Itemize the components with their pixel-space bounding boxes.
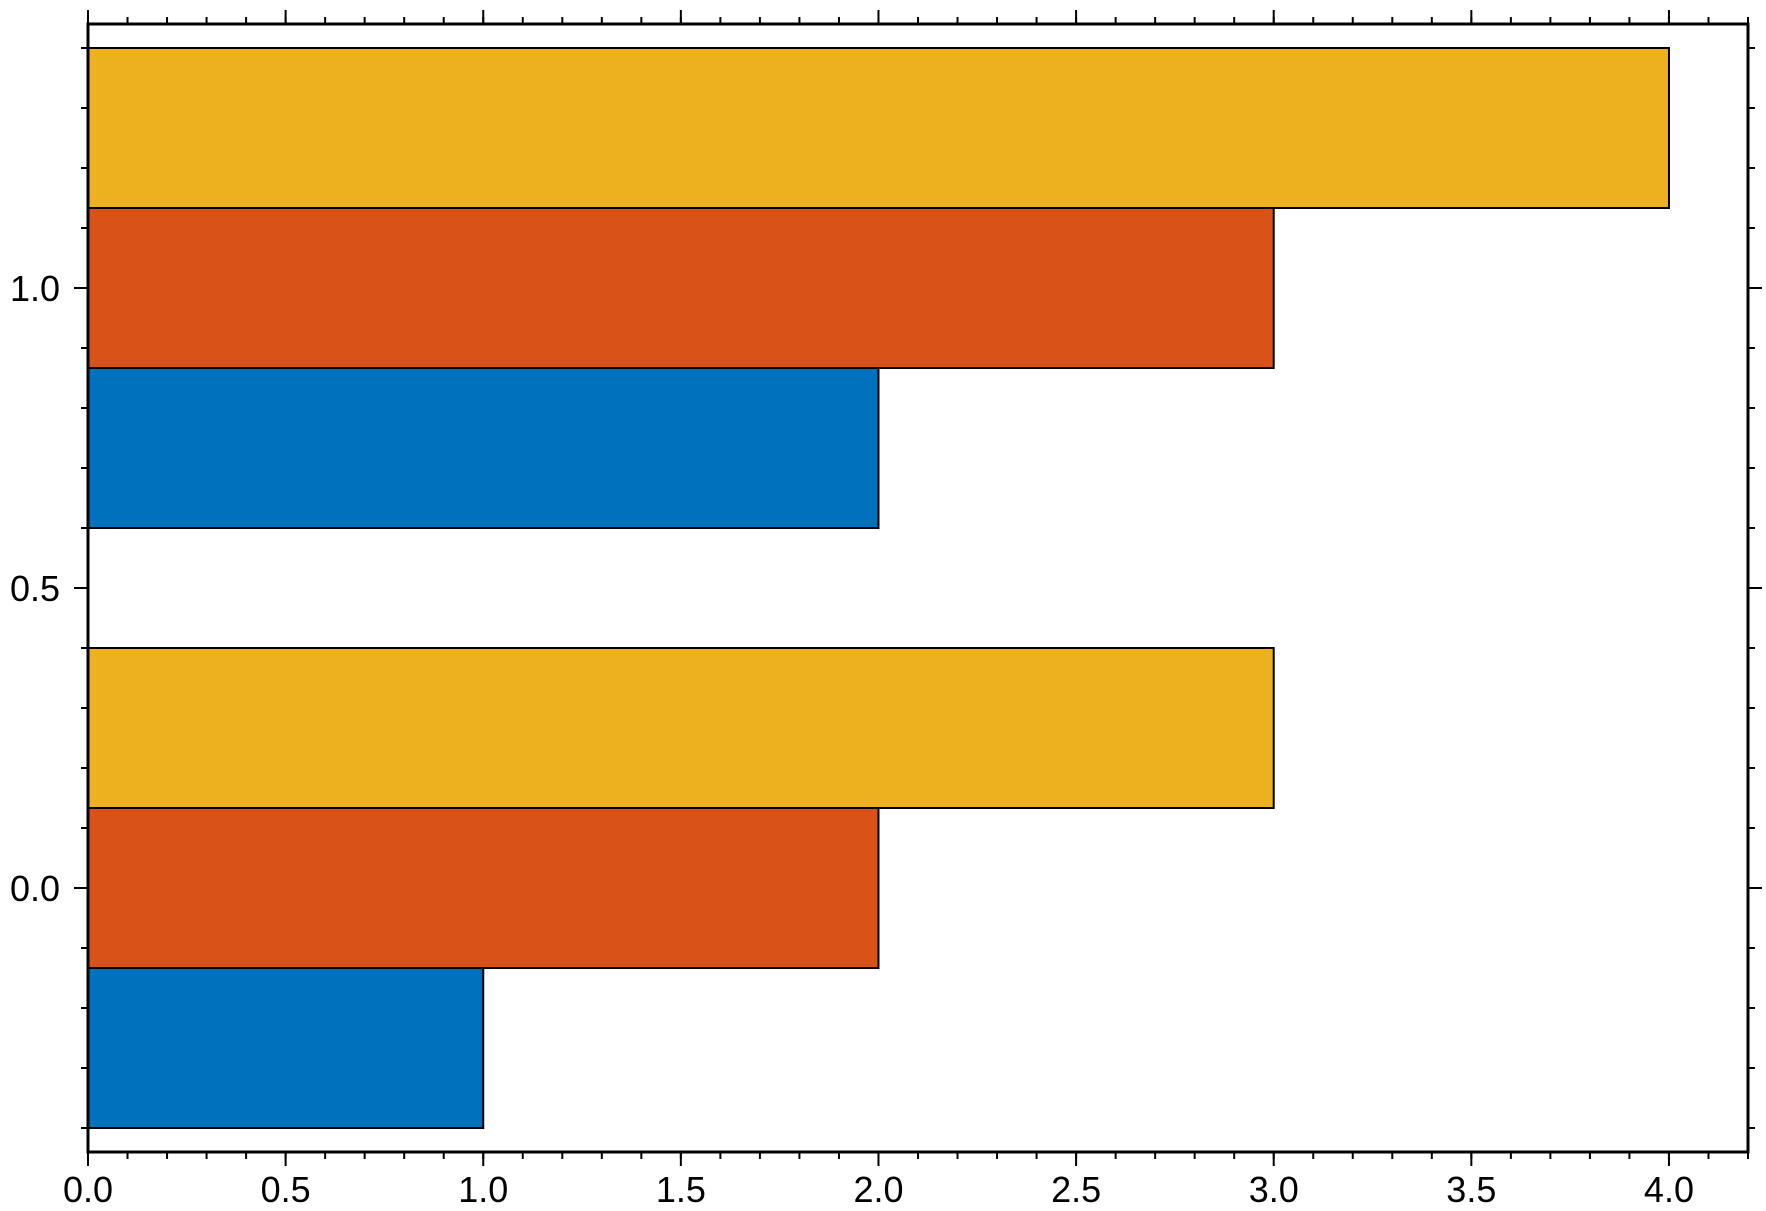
x-tick-label: 2.0 xyxy=(853,1169,903,1210)
x-tick-label: 3.0 xyxy=(1249,1169,1299,1210)
y-tick-label: 0.0 xyxy=(10,868,60,909)
x-tick-label: 1.5 xyxy=(656,1169,706,1210)
y-tick-label: 1.0 xyxy=(10,268,60,309)
x-tick-label: 3.5 xyxy=(1446,1169,1496,1210)
x-tick-label: 0.5 xyxy=(261,1169,311,1210)
x-tick-label: 4.0 xyxy=(1644,1169,1694,1210)
bar-series-2-cat-1 xyxy=(87,47,1670,209)
x-tick-label: 0.0 xyxy=(63,1169,113,1210)
plot-frame xyxy=(86,22,1750,1154)
bar-series-0-cat-1 xyxy=(87,367,880,529)
y-tick-label: 0.5 xyxy=(10,568,60,609)
x-tick-label: 2.5 xyxy=(1051,1169,1101,1210)
bar-series-1-cat-0 xyxy=(87,807,880,969)
bars-layer xyxy=(87,47,1670,1129)
x-tick-label: 1.0 xyxy=(458,1169,508,1210)
bar-series-2-cat-0 xyxy=(87,647,1275,809)
bar-series-0-cat-0 xyxy=(87,967,485,1129)
tick-labels-layer: 0.0 0.5 1.0 1.5 2.0 2.5 3.0 3.5 4.0 0.0 0.5 1.0 xyxy=(10,268,1694,1210)
bar-series-1-cat-1 xyxy=(87,207,1275,369)
